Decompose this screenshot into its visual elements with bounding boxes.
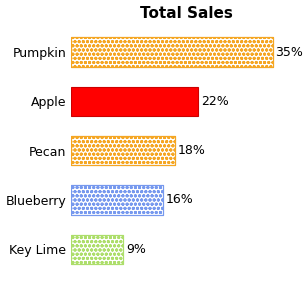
Text: 16%: 16% (166, 194, 194, 207)
Text: 22%: 22% (201, 95, 229, 108)
Text: 35%: 35% (276, 46, 303, 58)
Title: Total Sales: Total Sales (140, 6, 233, 21)
Bar (71, 185, 163, 215)
Text: 18%: 18% (178, 144, 205, 157)
Bar (71, 185, 163, 215)
Bar (71, 235, 123, 264)
Bar (71, 136, 175, 166)
Text: 9%: 9% (126, 243, 146, 256)
Bar (71, 37, 273, 67)
Bar (71, 87, 198, 116)
Bar (71, 37, 273, 67)
Bar (71, 235, 123, 264)
Bar (71, 136, 175, 166)
